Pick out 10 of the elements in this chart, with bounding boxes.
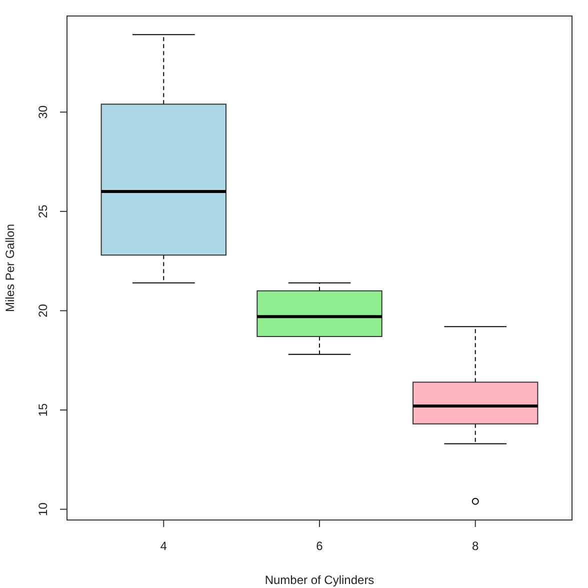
- y-tick-label: 20: [36, 304, 50, 318]
- x-tick-label: 4: [160, 539, 168, 553]
- y-tick-label: 30: [36, 105, 50, 119]
- y-axis-title: Miles Per Gallon: [3, 224, 17, 312]
- y-tick-label: 10: [36, 502, 50, 516]
- x-tick-label: 8: [472, 539, 480, 553]
- x-axis-title: Number of Cylinders: [264, 573, 374, 587]
- y-tick-label: 15: [36, 402, 50, 417]
- x-tick-label: 6: [316, 539, 324, 553]
- y-tick-label: 25: [36, 204, 50, 218]
